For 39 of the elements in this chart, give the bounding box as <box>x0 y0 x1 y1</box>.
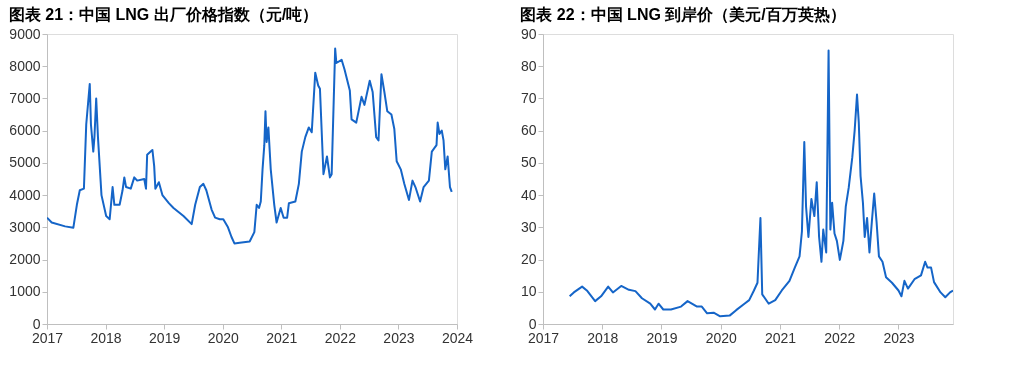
x-tick-label: 2019 <box>646 329 678 346</box>
x-tick-label: 2020 <box>705 329 738 346</box>
x-tick-label: 2018 <box>90 329 122 346</box>
x-tick-label: 2022 <box>824 329 856 346</box>
chart-title: 图表 21：中国 LNG 出厂价格指数（元/吨） <box>8 6 319 24</box>
y-tick-label: 8000 <box>9 57 41 74</box>
y-tick-label: 70 <box>520 89 537 106</box>
x-tick-label: 2018 <box>587 329 619 346</box>
x-tick-label: 2023 <box>883 329 915 346</box>
y-tick-label: 30 <box>520 218 537 235</box>
x-tick-label: 2017 <box>31 329 64 346</box>
x-tick-label: 2021 <box>764 329 797 346</box>
y-tick-label: 80 <box>520 57 537 74</box>
y-tick-label: 10 <box>520 283 537 300</box>
y-tick-label: 4000 <box>9 186 41 203</box>
y-tick-label: 7000 <box>9 89 41 106</box>
x-tick-label: 2023 <box>383 329 415 346</box>
y-tick-label: 60 <box>520 122 537 139</box>
y-tick-label: 40 <box>520 186 537 203</box>
x-tick-label: 2021 <box>266 329 298 346</box>
y-tick-label: 1000 <box>9 283 41 300</box>
x-tick-label: 2022 <box>324 329 357 346</box>
y-tick-label: 90 <box>520 25 537 42</box>
line-series <box>568 49 953 318</box>
y-tick-label: 0 <box>32 315 41 332</box>
y-tick-label: 9000 <box>9 25 41 42</box>
y-tick-label: 5000 <box>9 154 41 171</box>
x-tick-label: 2017 <box>527 329 560 346</box>
x-tick-label: 2020 <box>207 329 239 346</box>
y-tick-label: 3000 <box>9 218 41 235</box>
y-tick-label: 50 <box>520 154 537 171</box>
y-tick-label: 20 <box>520 251 537 268</box>
chart-title: 图表 22：中国 LNG 到岸价（美元/百万英热） <box>520 5 846 24</box>
line-series <box>47 47 453 245</box>
x-tick-label: 2019 <box>149 329 181 346</box>
x-tick-label: 2024 <box>441 329 474 346</box>
y-tick-label: 2000 <box>9 251 41 268</box>
y-tick-label: 6000 <box>9 122 41 139</box>
y-tick-label: 0 <box>528 315 537 332</box>
